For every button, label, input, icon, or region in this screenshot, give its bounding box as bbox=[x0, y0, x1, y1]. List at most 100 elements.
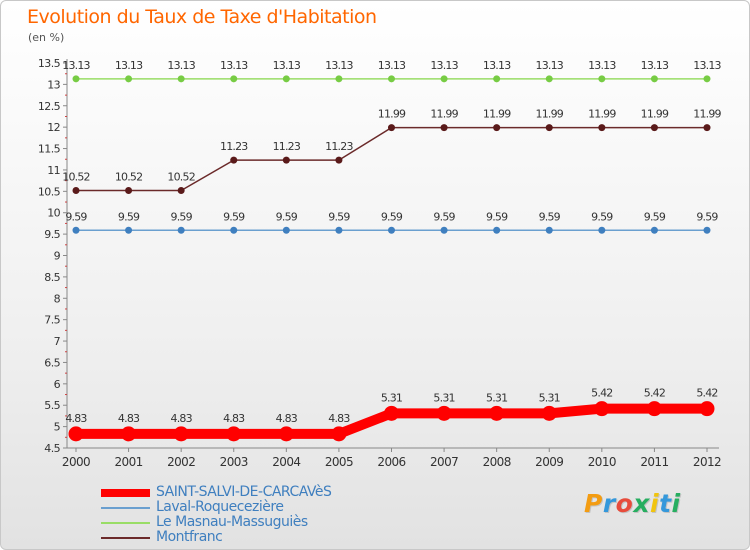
y-tick-label: 9.5 bbox=[44, 228, 60, 241]
data-label: 13.13 bbox=[220, 59, 248, 72]
data-point bbox=[388, 226, 395, 234]
data-label: 9.59 bbox=[539, 210, 561, 223]
data-label: 4.83 bbox=[328, 412, 350, 425]
data-label: 9.59 bbox=[276, 210, 298, 223]
data-point bbox=[282, 75, 290, 83]
data-point bbox=[226, 426, 242, 442]
data-label: 13.13 bbox=[588, 59, 616, 72]
data-point bbox=[125, 186, 133, 194]
data-label: 4.83 bbox=[276, 412, 298, 425]
data-point bbox=[384, 405, 399, 421]
data-label: 9.59 bbox=[381, 210, 403, 223]
logo-letter: i bbox=[671, 489, 681, 518]
legend-label: Le Masnau-Massuguiès bbox=[156, 514, 308, 530]
data-point bbox=[646, 401, 662, 417]
data-label: 9.59 bbox=[328, 210, 350, 223]
data-label: 11.99 bbox=[588, 108, 616, 121]
legend-swatch bbox=[101, 507, 150, 509]
y-tick-label: 5 bbox=[54, 421, 61, 434]
logo-letter: i bbox=[650, 489, 660, 518]
data-label: 10.52 bbox=[167, 170, 195, 183]
data-point bbox=[230, 226, 238, 234]
data-label: 11.23 bbox=[325, 140, 353, 153]
y-tick-label: 10.5 bbox=[38, 185, 61, 198]
x-tick-label: 2001 bbox=[115, 455, 143, 469]
logo-letter: r bbox=[602, 489, 616, 518]
data-label: 4.83 bbox=[171, 412, 193, 425]
data-label: 4.83 bbox=[223, 412, 245, 425]
data-label: 9.59 bbox=[591, 210, 613, 223]
data-point bbox=[598, 75, 606, 83]
data-point bbox=[650, 124, 658, 132]
data-point bbox=[282, 156, 290, 164]
data-point bbox=[493, 75, 501, 83]
data-label: 5.31 bbox=[381, 391, 402, 404]
data-point bbox=[440, 75, 448, 83]
data-label: 9.59 bbox=[644, 210, 666, 223]
legend-label: Montfranc bbox=[156, 529, 223, 545]
y-tick-label: 6.5 bbox=[44, 356, 60, 369]
data-label: 13.13 bbox=[536, 59, 564, 72]
logo-letter: t bbox=[659, 489, 672, 518]
data-point bbox=[598, 124, 606, 132]
data-label: 9.59 bbox=[118, 210, 140, 223]
data-point bbox=[703, 75, 711, 83]
data-label: 13.13 bbox=[430, 59, 458, 72]
logo-letter: x bbox=[633, 489, 650, 518]
data-label: 11.99 bbox=[483, 108, 511, 121]
data-point bbox=[173, 426, 189, 442]
data-label: 10.52 bbox=[115, 170, 143, 183]
logo-letter: P bbox=[584, 489, 603, 518]
data-point bbox=[545, 226, 553, 234]
data-point bbox=[703, 124, 711, 132]
data-point bbox=[436, 405, 452, 421]
data-point bbox=[72, 75, 80, 83]
data-label: 13.13 bbox=[167, 59, 195, 72]
data-point bbox=[541, 405, 557, 421]
data-label: 5.42 bbox=[696, 387, 717, 400]
data-point bbox=[331, 426, 347, 442]
data-point bbox=[440, 124, 448, 132]
data-label: 9.59 bbox=[223, 210, 245, 223]
x-tick-label: 2009 bbox=[535, 455, 563, 469]
data-point bbox=[230, 75, 238, 83]
proxiti-logo: Proxiti bbox=[584, 489, 681, 518]
data-point bbox=[545, 75, 553, 83]
data-point bbox=[545, 124, 553, 132]
data-point bbox=[121, 426, 137, 442]
data-label: 11.99 bbox=[536, 108, 564, 121]
chart-title: Evolution du Taux de Taxe d'Habitation bbox=[27, 6, 377, 28]
data-label: 13.13 bbox=[693, 59, 721, 72]
x-tick-label: 2006 bbox=[377, 455, 405, 469]
x-tick-label: 2002 bbox=[167, 455, 195, 469]
data-point bbox=[598, 226, 606, 234]
data-point bbox=[177, 75, 185, 83]
legend-swatch bbox=[101, 489, 150, 497]
data-point bbox=[278, 426, 294, 442]
y-tick-label: 5.5 bbox=[44, 399, 60, 412]
x-tick-label: 2000 bbox=[62, 455, 90, 469]
data-point bbox=[440, 226, 448, 234]
data-label: 13.13 bbox=[641, 59, 669, 72]
data-point bbox=[177, 226, 185, 234]
data-label: 11.99 bbox=[641, 108, 669, 121]
y-tick-label: 7.5 bbox=[44, 314, 60, 327]
y-tick-label: 13.5 bbox=[38, 57, 61, 70]
data-point bbox=[125, 226, 133, 234]
data-point bbox=[388, 75, 395, 83]
x-tick-label: 2004 bbox=[272, 455, 300, 469]
data-label: 13.13 bbox=[325, 59, 353, 72]
data-point bbox=[493, 124, 501, 132]
y-tick-label: 12.5 bbox=[38, 100, 61, 113]
y-tick-label: 4.5 bbox=[44, 442, 60, 455]
data-point bbox=[594, 401, 610, 417]
x-tick-label: 2010 bbox=[588, 455, 616, 469]
data-label: 9.59 bbox=[171, 210, 193, 223]
y-tick-label: 13 bbox=[47, 78, 60, 91]
y-tick-label: 6 bbox=[54, 378, 61, 391]
data-label: 5.31 bbox=[433, 391, 454, 404]
data-label: 11.99 bbox=[378, 108, 406, 121]
data-point bbox=[388, 124, 395, 132]
